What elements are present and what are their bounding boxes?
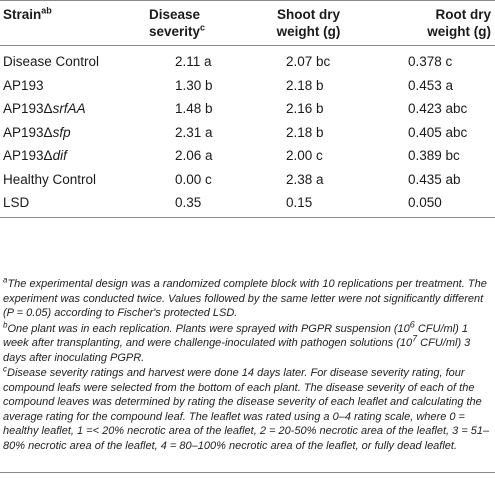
strain-suffix: sfp (52, 124, 71, 140)
cell-root: 0.423 abc (408, 101, 468, 117)
table-row: Disease Control 2.11 a 2.07 bc 0.378 c (0, 46, 495, 74)
footnote-c: cDisease severity ratings and harvest we… (3, 364, 491, 453)
cell-strain: AP193Δsfp (0, 121, 135, 145)
cell-strain: AP193Δdif (0, 144, 135, 168)
cell-disease: 1.30 b (175, 77, 213, 93)
cell-shoot: 2.07 bc (286, 54, 331, 70)
cell-root: 0.378 c (408, 54, 453, 70)
header-root-line2: weight (g) (427, 24, 491, 39)
cell-disease: 2.11 a (175, 54, 212, 70)
table-row: LSD 0.35 0.15 0.050 (0, 191, 495, 218)
table-row: AP193Δsfp 2.31 a 2.18 b 0.405 abc (0, 121, 495, 145)
table-bottom-rule (0, 472, 495, 473)
table-row: AP193 1.30 b 2.18 b 0.453 a (0, 74, 495, 98)
header-disease-line1: Disease (149, 7, 201, 22)
footnote-b-exponent-2: 7 (412, 333, 418, 344)
footnote-b-mark: b (3, 319, 8, 329)
strain-name: AP193Δ (3, 124, 53, 140)
strain-name: LSD (3, 195, 30, 211)
strain-name: Disease Control (3, 54, 100, 70)
header-shoot-line2: weight (g) (276, 24, 341, 39)
table-row: AP193Δdif 2.06 a 2.00 c 0.389 bc (0, 144, 495, 168)
header-disease-line2: severity (149, 24, 201, 39)
cell-shoot: 2.18 b (286, 77, 324, 93)
cell-root: 0.389 bc (408, 148, 460, 164)
cell-root: 0.050 (370, 191, 495, 218)
cell-shoot: 2.38 a (286, 171, 324, 187)
strain-name: AP193Δ (3, 148, 53, 164)
footnote-a-mark: a (3, 275, 8, 285)
strain-name: Healthy Control (3, 171, 97, 187)
header-row: Strainab Disease severityc Shoot dry weigh… (0, 0, 495, 46)
footnote-b-text-3: CFU/ml) 3 days after inoculating PGPR. (3, 337, 471, 364)
strain-suffix: srfAA (52, 101, 86, 117)
cell-disease: 0.35 (135, 191, 230, 218)
footnote-b: bOne plant was in each replication. Plan… (3, 318, 491, 366)
footnote-b-exponent-1: 6 (409, 318, 415, 329)
table-footnotes: aThe experimental design was a randomize… (3, 275, 491, 454)
cell-strain: AP193 (0, 74, 135, 98)
footnote-a: aThe experimental design was a randomize… (3, 275, 491, 321)
cell-disease: 2.06 a (175, 148, 213, 164)
header-shoot-line1: Shoot dry (277, 7, 340, 22)
cell-shoot: 2.18 b (286, 124, 324, 140)
cell-strain: AP193ΔsrfAA (0, 97, 135, 121)
strain-name: AP193 (3, 77, 44, 93)
cell-strain: Disease Control (0, 46, 135, 74)
header-strain-sup: ab (41, 5, 52, 16)
cell-strain: Healthy Control (0, 168, 135, 192)
table-header: Strainab Disease severityc Shoot dry weigh… (0, 0, 495, 46)
table-body: Disease Control 2.11 a 2.07 bc 0.378 c A… (0, 46, 495, 218)
footnote-b-text-1: One plant was in each replication. Plant… (7, 322, 410, 335)
footnote-c-mark: c (3, 364, 7, 374)
cell-shoot: 2.16 b (286, 101, 324, 117)
cell-strain: LSD (0, 191, 135, 218)
header-strain-text: Strain (3, 7, 42, 22)
cell-root: 0.405 abc (408, 124, 468, 140)
strain-suffix: dif (52, 148, 67, 164)
cell-disease: 0.00 c (175, 171, 212, 187)
cell-disease: 2.31 a (175, 124, 213, 140)
footnote-b-text-2: CFU/ml) 1 week after transplanting, and … (3, 322, 468, 350)
cell-root: 0.453 a (408, 77, 454, 93)
header-root-dry-weight: Root dry weight (g) (370, 0, 495, 46)
header-disease-sup: c (200, 22, 206, 33)
header-disease-severity: Disease severityc (135, 0, 230, 46)
strain-name: AP193Δ (3, 101, 53, 117)
cell-shoot: 2.00 c (286, 148, 323, 164)
header-strain: Strainab (0, 0, 135, 46)
table-row: Healthy Control 0.00 c 2.38 a 0.435 ab (0, 168, 495, 192)
cell-shoot: 0.15 (230, 191, 370, 218)
results-table: Strainab Disease severityc Shoot dry weigh… (0, 0, 495, 218)
cell-root: 0.435 ab (408, 171, 461, 187)
header-shoot-dry-weight: Shoot dry weight (g) (230, 0, 370, 46)
cell-disease: 1.48 b (175, 101, 213, 117)
results-table-wrapper: Strainab Disease severityc Shoot dry weigh… (0, 0, 495, 218)
footnote-c-text: Disease severity ratings and harvest wer… (3, 367, 490, 452)
footnote-a-text: The experimental design was a randomized… (3, 278, 487, 319)
table-row: AP193ΔsrfAA 1.48 b 2.16 b 0.423 abc (0, 97, 495, 121)
header-root-line1: Root dry (435, 7, 492, 22)
